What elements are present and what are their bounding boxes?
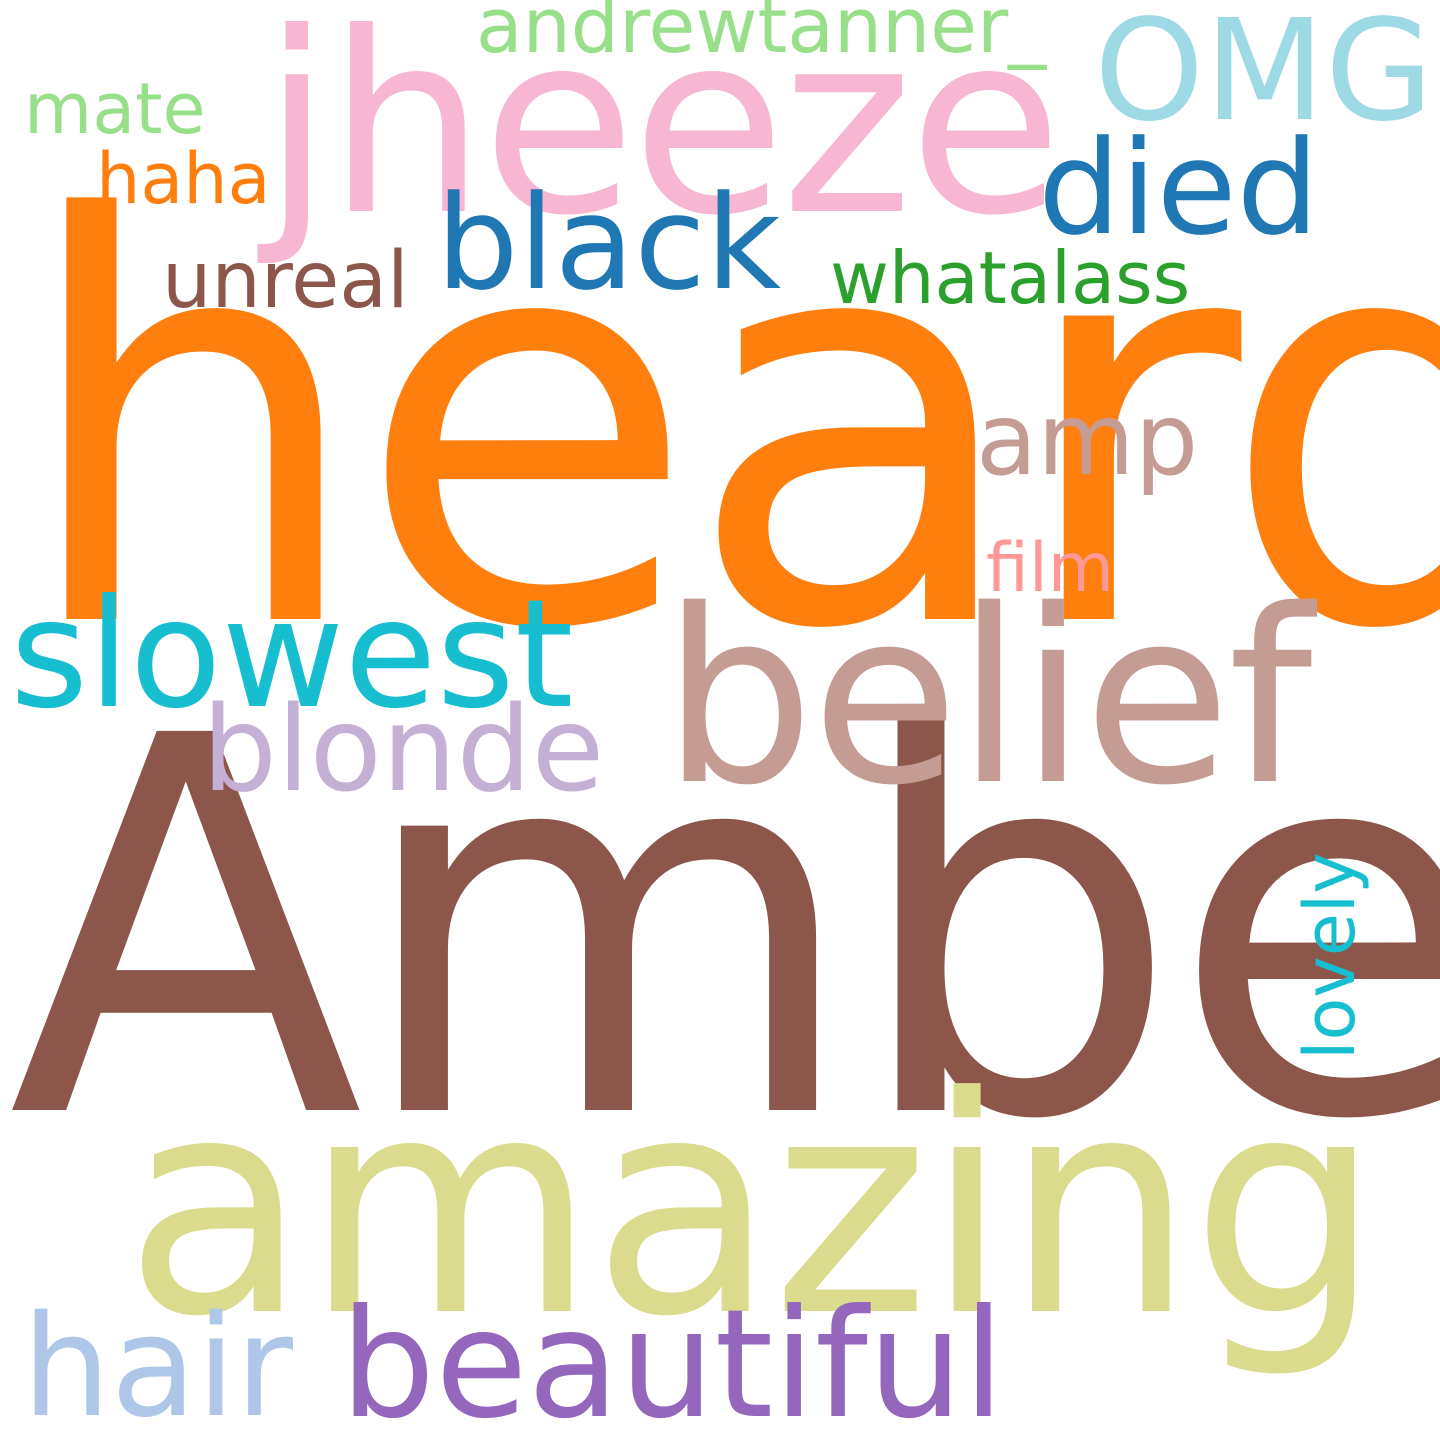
word-blonde: blonde: [202, 680, 605, 818]
word-lovely: lovely: [1289, 852, 1371, 1060]
word-belief: belief: [662, 558, 1313, 838]
word-whatalass: whatalass: [830, 236, 1191, 320]
word-haha: haha: [96, 138, 271, 220]
word-andrewtanner: andrewtanner_: [476, 0, 1047, 70]
word-unreal: unreal: [162, 236, 409, 326]
word-black: black: [436, 167, 782, 319]
word-amp: amp: [976, 381, 1199, 498]
word-died: died: [1038, 112, 1320, 264]
word-hair: hair: [22, 1286, 293, 1440]
word-film: film: [986, 529, 1114, 608]
word-amber: Amber: [8, 627, 1440, 1233]
word-omg: OMG: [1094, 0, 1434, 153]
word-amazing: amazing: [124, 1033, 1381, 1382]
word-beautiful: beautiful: [340, 1278, 1005, 1440]
word-mate: mate: [24, 68, 206, 150]
word-jheeze: jheeze: [262, 0, 1063, 270]
word-heard: heard: [16, 104, 1440, 750]
word-slowest: slowest: [10, 568, 574, 742]
